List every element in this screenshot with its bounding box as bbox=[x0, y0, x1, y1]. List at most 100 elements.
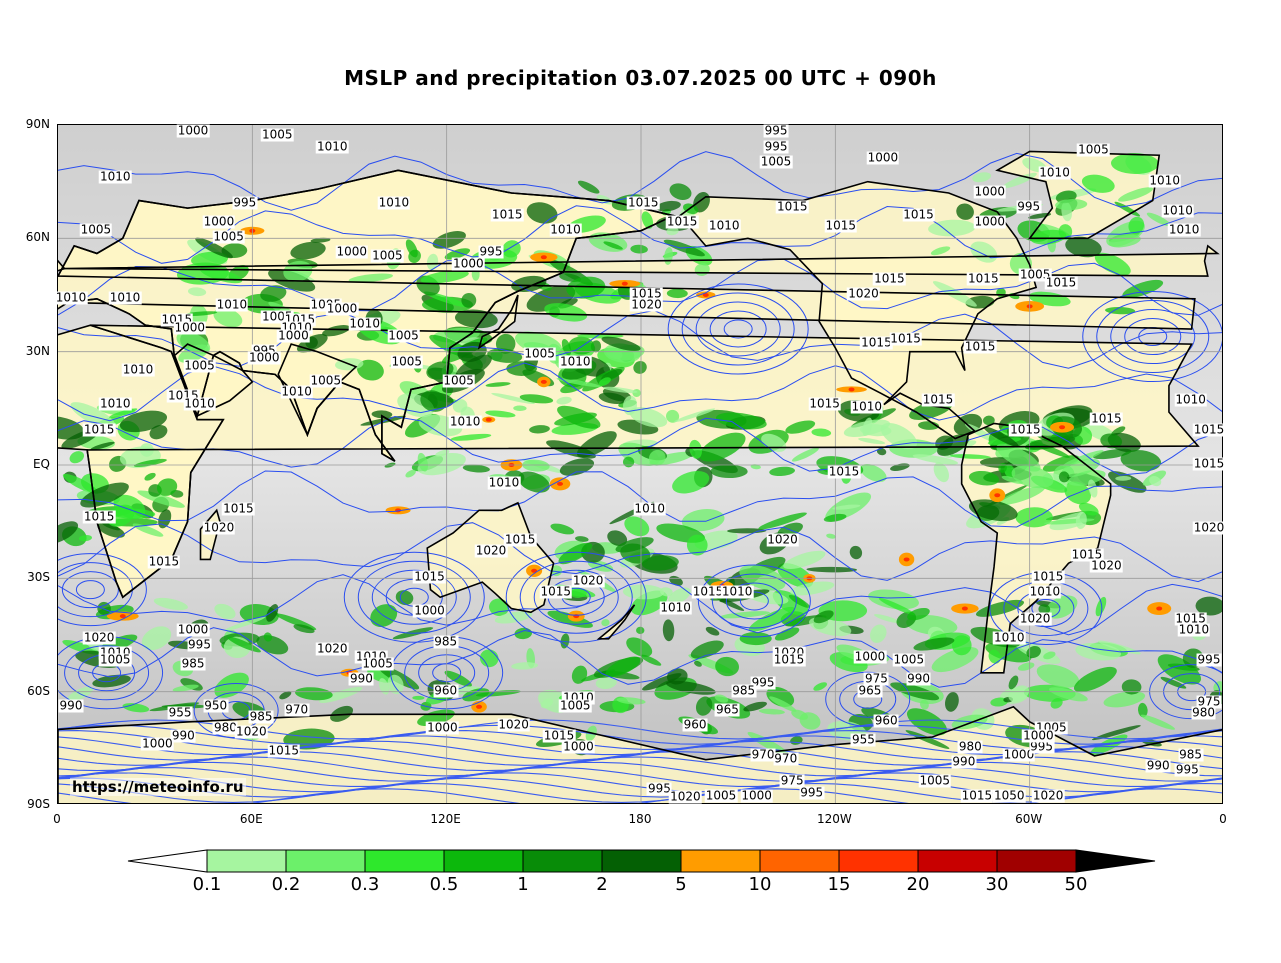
colorbar-high-extension bbox=[1075, 849, 1156, 873]
precip-cell bbox=[616, 697, 646, 705]
precip-cell bbox=[605, 656, 641, 678]
isobar-value: 1005 bbox=[759, 154, 793, 169]
precip-cell bbox=[739, 564, 786, 591]
isobar-value: 1020 bbox=[474, 543, 508, 558]
precip-cell bbox=[790, 581, 835, 596]
precip-cell bbox=[575, 536, 589, 542]
precip-cell bbox=[642, 673, 682, 691]
precip-cell bbox=[1062, 450, 1104, 467]
precip-cell bbox=[1028, 212, 1052, 219]
precip-cell bbox=[813, 610, 834, 624]
precip-cell bbox=[526, 285, 576, 312]
precip-cell bbox=[624, 516, 650, 537]
precip-cell bbox=[405, 239, 418, 258]
isobar-value: 995 bbox=[1196, 652, 1222, 667]
isobar-value: 985 bbox=[433, 634, 459, 649]
isobar-value: 1000 bbox=[853, 649, 887, 664]
precip-cell bbox=[348, 273, 394, 283]
isobar-value: 1010 bbox=[633, 501, 666, 516]
precip-cell bbox=[769, 696, 797, 712]
precip-cell bbox=[1120, 449, 1162, 472]
isobar-value: 1020 bbox=[630, 297, 663, 312]
isobar-value: 970 bbox=[284, 702, 310, 717]
isobar-value: 990 bbox=[906, 671, 931, 686]
precip-cell bbox=[556, 378, 602, 388]
precip-cell bbox=[999, 486, 1045, 505]
isobar-value: 955 bbox=[167, 705, 193, 720]
precip-cell bbox=[1146, 212, 1172, 227]
isobar-ring bbox=[58, 553, 147, 627]
precip-cell bbox=[526, 202, 558, 224]
lat-label: 90S bbox=[27, 797, 50, 811]
isobar-ring bbox=[711, 573, 797, 629]
precip-cell bbox=[417, 452, 428, 472]
isobar-value: 1005 bbox=[183, 358, 216, 373]
isobar-ring bbox=[533, 569, 619, 625]
isobar-value: 1005 bbox=[387, 328, 420, 343]
precip-cell bbox=[668, 587, 691, 605]
precip-cell bbox=[1008, 685, 1030, 702]
isobar-value: 1015 bbox=[963, 339, 997, 354]
isobar-ring bbox=[357, 560, 471, 634]
isobar-value: 985 bbox=[248, 709, 274, 724]
isobar-value: 1020 bbox=[497, 717, 530, 732]
precip-cell bbox=[690, 640, 724, 659]
colorbar-swatch bbox=[601, 849, 682, 873]
map-canvas bbox=[58, 125, 1222, 803]
precip-cell bbox=[557, 405, 601, 429]
precip-cell bbox=[748, 606, 795, 632]
isobar-value: 1015 bbox=[630, 286, 663, 301]
source-link[interactable]: https://meteoinfo.ru bbox=[70, 778, 246, 796]
precip-cell bbox=[485, 382, 511, 387]
colorbar-tick-label: 50 bbox=[1064, 874, 1088, 895]
isobar-value: 1000 bbox=[740, 788, 773, 803]
isobar-value: 1015 bbox=[413, 569, 446, 584]
precip-cell bbox=[540, 698, 554, 709]
precip-cell bbox=[90, 441, 115, 450]
precip-cell bbox=[719, 611, 770, 619]
isobar-value: 990 bbox=[1145, 758, 1171, 773]
precip-cell bbox=[710, 464, 748, 479]
precip-cell bbox=[149, 424, 168, 440]
precip-cell bbox=[357, 359, 384, 381]
precip-cell bbox=[58, 521, 79, 544]
precip-cell bbox=[1110, 153, 1159, 174]
isobar-ring bbox=[723, 319, 753, 339]
colorbar-tick-label: 15 bbox=[827, 874, 851, 895]
heavy-precip-core bbox=[476, 704, 483, 709]
precip-cell bbox=[78, 535, 92, 542]
precip-cell bbox=[187, 287, 207, 297]
precip-cell bbox=[519, 394, 554, 404]
precip-cell bbox=[491, 392, 535, 405]
isobar-value: 1015 bbox=[222, 501, 255, 516]
precip-cell bbox=[1160, 676, 1187, 689]
isobar-value: 1015 bbox=[1090, 411, 1123, 426]
lat-label: 90N bbox=[25, 117, 50, 131]
precip-cell bbox=[928, 219, 976, 237]
precip-cell bbox=[1061, 458, 1100, 478]
isobar-value: 1005 bbox=[442, 373, 475, 388]
isobar-ring bbox=[695, 301, 781, 357]
precip-cell bbox=[513, 405, 527, 412]
isobar-value: 1015 bbox=[665, 214, 699, 229]
precip-cell bbox=[1058, 224, 1073, 239]
heavy-precip-core bbox=[702, 293, 709, 297]
isobar-value: 1020 bbox=[316, 641, 349, 656]
isobar-value: 1005 bbox=[558, 698, 592, 713]
isobar-value: 995 bbox=[763, 123, 789, 138]
isobar-value: 1015 bbox=[539, 584, 573, 599]
precip-cell bbox=[598, 392, 627, 405]
isobar-value: 1015 bbox=[902, 207, 935, 222]
precip-cell bbox=[1002, 172, 1037, 189]
precip-cell bbox=[405, 469, 416, 478]
precip-cell bbox=[550, 523, 575, 535]
precip-cell bbox=[266, 604, 279, 622]
precip-cell bbox=[945, 692, 959, 712]
isobar-value: 980 bbox=[1191, 705, 1217, 720]
precip-cell bbox=[906, 614, 958, 635]
map-panel[interactable] bbox=[57, 124, 1223, 804]
colorbar-swatch bbox=[206, 849, 287, 873]
colorbar-tick-label: 0.1 bbox=[192, 874, 222, 895]
precip-cell bbox=[870, 624, 887, 643]
precip-cell bbox=[422, 296, 474, 313]
